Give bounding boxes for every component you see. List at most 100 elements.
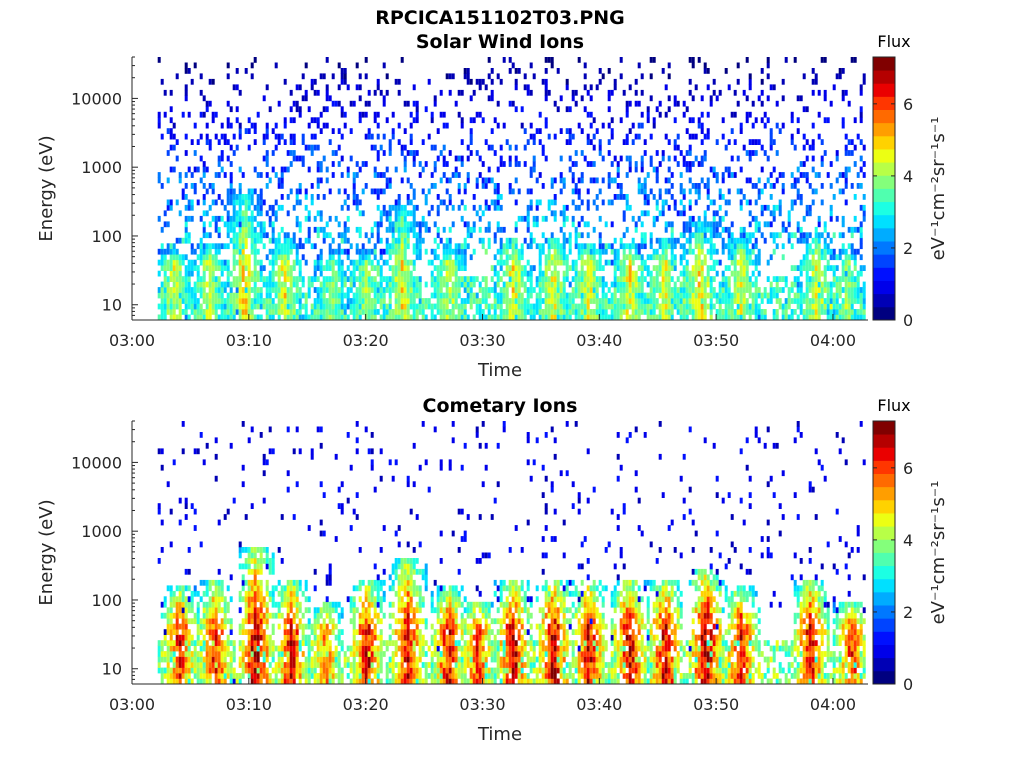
heatmap-cell bbox=[526, 303, 530, 310]
heatmap-cell bbox=[361, 161, 365, 167]
heatmap-cell bbox=[250, 667, 254, 674]
heatmap-cell bbox=[490, 78, 494, 85]
heatmap-cell bbox=[811, 155, 815, 162]
heatmap-cell bbox=[550, 232, 554, 239]
heatmap-cell bbox=[160, 448, 164, 455]
heatmap-cell bbox=[697, 161, 701, 167]
heatmap-cell bbox=[808, 204, 812, 211]
heatmap-cell bbox=[322, 155, 326, 162]
heatmap-cell bbox=[775, 150, 779, 156]
heatmap-cell bbox=[664, 226, 668, 233]
heatmap-cell bbox=[445, 259, 449, 266]
heatmap-cell bbox=[859, 292, 863, 299]
heatmap-cell bbox=[169, 508, 173, 515]
heatmap-cell bbox=[577, 303, 581, 310]
heatmap-cell bbox=[184, 623, 188, 630]
heatmap-cell bbox=[403, 210, 407, 217]
heatmap-cell bbox=[502, 281, 506, 288]
heatmap-cell bbox=[574, 161, 578, 167]
heatmap-cell bbox=[667, 259, 671, 266]
heatmap-cell bbox=[682, 155, 686, 162]
heatmap-cell bbox=[619, 155, 623, 162]
heatmap-cell bbox=[295, 309, 299, 315]
heatmap-cell bbox=[328, 265, 332, 271]
heatmap-cell bbox=[718, 281, 722, 288]
heatmap-cell bbox=[214, 623, 218, 630]
heatmap-cell bbox=[412, 298, 416, 304]
heatmap-cell bbox=[295, 106, 299, 113]
heatmap-cell bbox=[454, 281, 458, 288]
heatmap-cell bbox=[409, 111, 413, 118]
heatmap-cell bbox=[784, 226, 788, 233]
heatmap-cell bbox=[289, 248, 293, 255]
heatmap-cell bbox=[334, 314, 338, 321]
heatmap-cell bbox=[745, 309, 749, 315]
heatmap-cell bbox=[178, 673, 182, 679]
heatmap-cell bbox=[562, 183, 566, 189]
heatmap-cell bbox=[559, 128, 563, 134]
heatmap-cell bbox=[412, 84, 416, 91]
heatmap-cell bbox=[838, 281, 842, 288]
heatmap-cell bbox=[763, 204, 767, 211]
heatmap-cell bbox=[466, 298, 470, 304]
heatmap-cell bbox=[328, 254, 332, 261]
heatmap-cell bbox=[508, 309, 512, 315]
heatmap-cell bbox=[700, 276, 704, 282]
heatmap-cell bbox=[295, 188, 299, 195]
heatmap-cell bbox=[736, 100, 740, 107]
heatmap-cell bbox=[538, 111, 542, 118]
heatmap-cell bbox=[247, 194, 251, 200]
heatmap-cell bbox=[184, 89, 188, 96]
heatmap-cell bbox=[346, 248, 350, 255]
x-tick-label: 03:20 bbox=[343, 331, 389, 350]
heatmap-cell bbox=[721, 281, 725, 288]
heatmap-cell bbox=[457, 89, 461, 96]
heatmap-cell bbox=[385, 210, 389, 217]
heatmap-cell bbox=[403, 226, 407, 233]
heatmap-cell bbox=[715, 270, 719, 277]
heatmap-cell bbox=[163, 259, 167, 266]
heatmap-cell bbox=[364, 111, 368, 118]
heatmap-cell bbox=[478, 84, 482, 91]
heatmap-cell bbox=[739, 281, 743, 288]
heatmap-cell bbox=[664, 199, 668, 206]
heatmap-cell bbox=[427, 298, 431, 304]
heatmap-cell bbox=[703, 281, 707, 288]
heatmap-cell bbox=[535, 276, 539, 282]
heatmap-cell bbox=[613, 281, 617, 288]
heatmap-cell bbox=[802, 215, 806, 222]
heatmap-cell bbox=[712, 221, 716, 228]
heatmap-cell bbox=[184, 298, 188, 304]
heatmap-cell bbox=[451, 287, 455, 293]
heatmap-cell bbox=[211, 117, 215, 124]
heatmap-cell bbox=[373, 166, 377, 173]
heatmap-cell bbox=[385, 89, 389, 96]
heatmap-cell bbox=[439, 265, 443, 271]
heatmap-cell bbox=[172, 629, 176, 635]
heatmap-cell bbox=[445, 122, 449, 129]
heatmap-cell bbox=[754, 183, 758, 189]
heatmap-cell bbox=[340, 155, 344, 162]
heatmap-cell bbox=[505, 287, 509, 293]
heatmap-cell bbox=[742, 144, 746, 151]
heatmap-cell bbox=[322, 122, 326, 129]
heatmap-cell bbox=[403, 259, 407, 266]
heatmap-cell bbox=[850, 270, 854, 277]
heatmap-cell bbox=[640, 111, 644, 118]
heatmap-cell bbox=[502, 57, 506, 63]
heatmap-cell bbox=[430, 281, 434, 288]
heatmap-cell bbox=[433, 314, 437, 321]
heatmap-cell bbox=[754, 298, 758, 304]
heatmap-cell bbox=[619, 188, 623, 195]
heatmap-cell bbox=[832, 292, 836, 299]
heatmap-cell bbox=[244, 254, 248, 261]
heatmap-cell bbox=[745, 177, 749, 184]
heatmap-cell bbox=[532, 309, 536, 315]
heatmap-cell bbox=[430, 183, 434, 189]
heatmap-cell bbox=[172, 309, 176, 315]
heatmap-cell bbox=[235, 237, 239, 244]
heatmap-cell bbox=[409, 259, 413, 266]
heatmap-cell bbox=[211, 281, 215, 288]
heatmap-cell bbox=[622, 248, 626, 255]
heatmap-cell bbox=[412, 194, 416, 200]
